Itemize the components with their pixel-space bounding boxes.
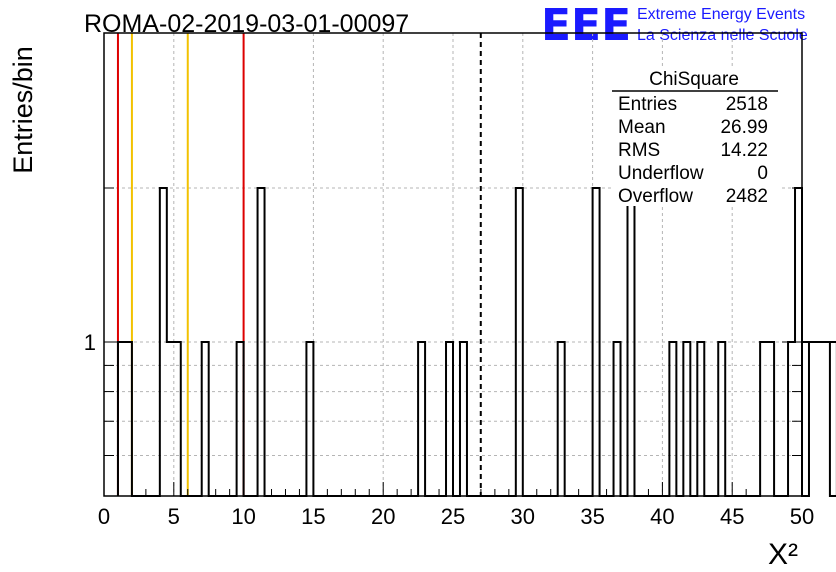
y-axis-label: Entries/bin	[8, 46, 38, 174]
x-tick-label: 20	[371, 504, 395, 529]
y-tick-label: 1	[84, 330, 96, 355]
x-tick-label: 25	[441, 504, 465, 529]
x-tick-label: 40	[650, 504, 674, 529]
x-tick-label: 0	[98, 504, 110, 529]
x-tick-label: 10	[231, 504, 255, 529]
x-tick-label: 35	[580, 504, 604, 529]
stats-box-title: ChiSquare	[649, 69, 739, 90]
x-tick-label: 30	[511, 504, 535, 529]
stats-entries-value: 2518	[726, 94, 768, 115]
x-axis-label: X²	[768, 538, 798, 571]
reference-lines	[116, 33, 482, 496]
eee-logo-mark: EEE	[541, 0, 631, 51]
x-tick-label: 5	[168, 504, 180, 529]
x-tick-label: 15	[301, 504, 325, 529]
eee-logo: EEE Extreme Energy Events La Scienza nel…	[541, 0, 808, 51]
stats-mean-label: Mean	[618, 117, 666, 138]
x-tick-label: 50	[790, 504, 814, 529]
stats-rms-value: 14.22	[720, 140, 768, 161]
eee-logo-line1: Extreme Energy Events	[637, 6, 805, 23]
stats-mean-value: 26.99	[720, 117, 768, 138]
stats-underflow-label: Underflow	[618, 163, 704, 184]
stats-overflow-value: 2482	[726, 186, 768, 207]
axes	[103, 32, 803, 497]
x-tick-label: 45	[720, 504, 744, 529]
eee-logo-line2: La Scienza nelle Scuole	[637, 27, 808, 44]
stats-box: ChiSquare Entries 2518 Mean 26.99 RMS 14…	[612, 68, 780, 207]
tick-labels: 0 5 10 15 20 25 30 35 40 45 50 1	[84, 330, 814, 529]
stats-overflow-label: Overflow	[618, 186, 693, 207]
stats-entries-label: Entries	[618, 94, 677, 115]
stats-underflow-value: 0	[757, 163, 768, 184]
stats-rms-label: RMS	[618, 140, 660, 161]
